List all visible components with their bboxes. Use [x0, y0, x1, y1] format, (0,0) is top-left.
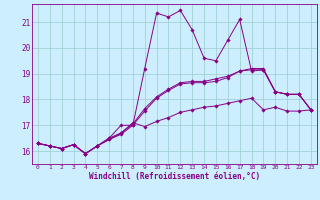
X-axis label: Windchill (Refroidissement éolien,°C): Windchill (Refroidissement éolien,°C) [89, 172, 260, 181]
